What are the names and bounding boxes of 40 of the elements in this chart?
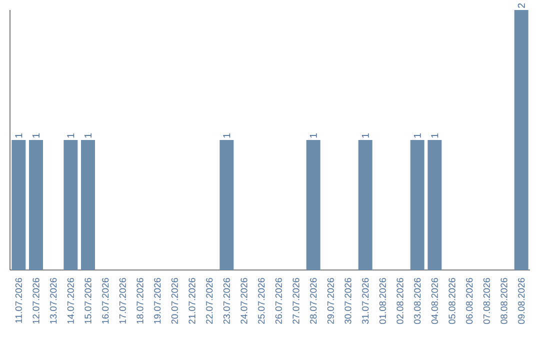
x-tick-label: 01.08.2026 <box>379 278 386 324</box>
data-label: 1 <box>362 133 369 138</box>
x-tick-label: 05.08.2026 <box>448 278 456 324</box>
x-tick-label: 20.07.2026 <box>171 278 178 324</box>
x-tick-label: 12.07.2026 <box>32 278 40 324</box>
x-tick-label: 03.08.2026 <box>414 278 421 324</box>
x-tick-label: 14.07.2026 <box>67 278 74 324</box>
x-tick-label: 08.08.2026 <box>500 278 508 324</box>
x-tick-label: 17.07.2026 <box>119 278 126 324</box>
x-tick-label: 16.07.2026 <box>102 278 109 324</box>
x-tick-label: 23.07.2026 <box>223 278 230 324</box>
data-label: 1 <box>32 133 40 138</box>
x-tick-label: 29.07.2026 <box>327 278 334 324</box>
data-label: 1 <box>431 133 438 138</box>
x-tick-label: 19.07.2026 <box>154 278 161 324</box>
x-tick-label: 07.08.2026 <box>483 278 490 324</box>
x-tick-label: 27.07.2026 <box>292 278 300 324</box>
data-label: 1 <box>223 133 230 138</box>
data-label: 1 <box>84 133 92 138</box>
x-tick-label: 25.07.2026 <box>258 278 265 324</box>
x-tick-label: 31.07.2026 <box>362 278 369 324</box>
x-tick-label: 13.07.2026 <box>50 278 57 324</box>
x-tick-label: 30.07.2026 <box>344 278 352 324</box>
data-label: 1 <box>67 133 74 138</box>
x-tick-label: 11.07.2026 <box>15 278 22 323</box>
x-tick-label: 09.08.2026 <box>518 278 525 324</box>
data-label: 1 <box>15 133 22 138</box>
x-tick-label: 18.07.2026 <box>136 278 144 324</box>
x-tick-label: 15.07.2026 <box>84 278 92 324</box>
x-tick-label: 21.07.2026 <box>188 278 196 324</box>
x-tick-label: 26.07.2026 <box>275 278 282 324</box>
x-tick-label: 24.07.2026 <box>240 278 248 324</box>
data-label: 1 <box>414 133 421 138</box>
x-tick-label: 04.08.2026 <box>431 278 438 324</box>
data-label: 1 <box>310 133 317 138</box>
x-tick-label: 28.07.2026 <box>310 278 317 324</box>
data-label: 2 <box>518 3 525 8</box>
x-tick-label: 06.08.2026 <box>466 278 473 324</box>
x-tick-label: 02.08.2026 <box>396 278 404 324</box>
x-tick-label: 22.07.2026 <box>206 278 213 324</box>
